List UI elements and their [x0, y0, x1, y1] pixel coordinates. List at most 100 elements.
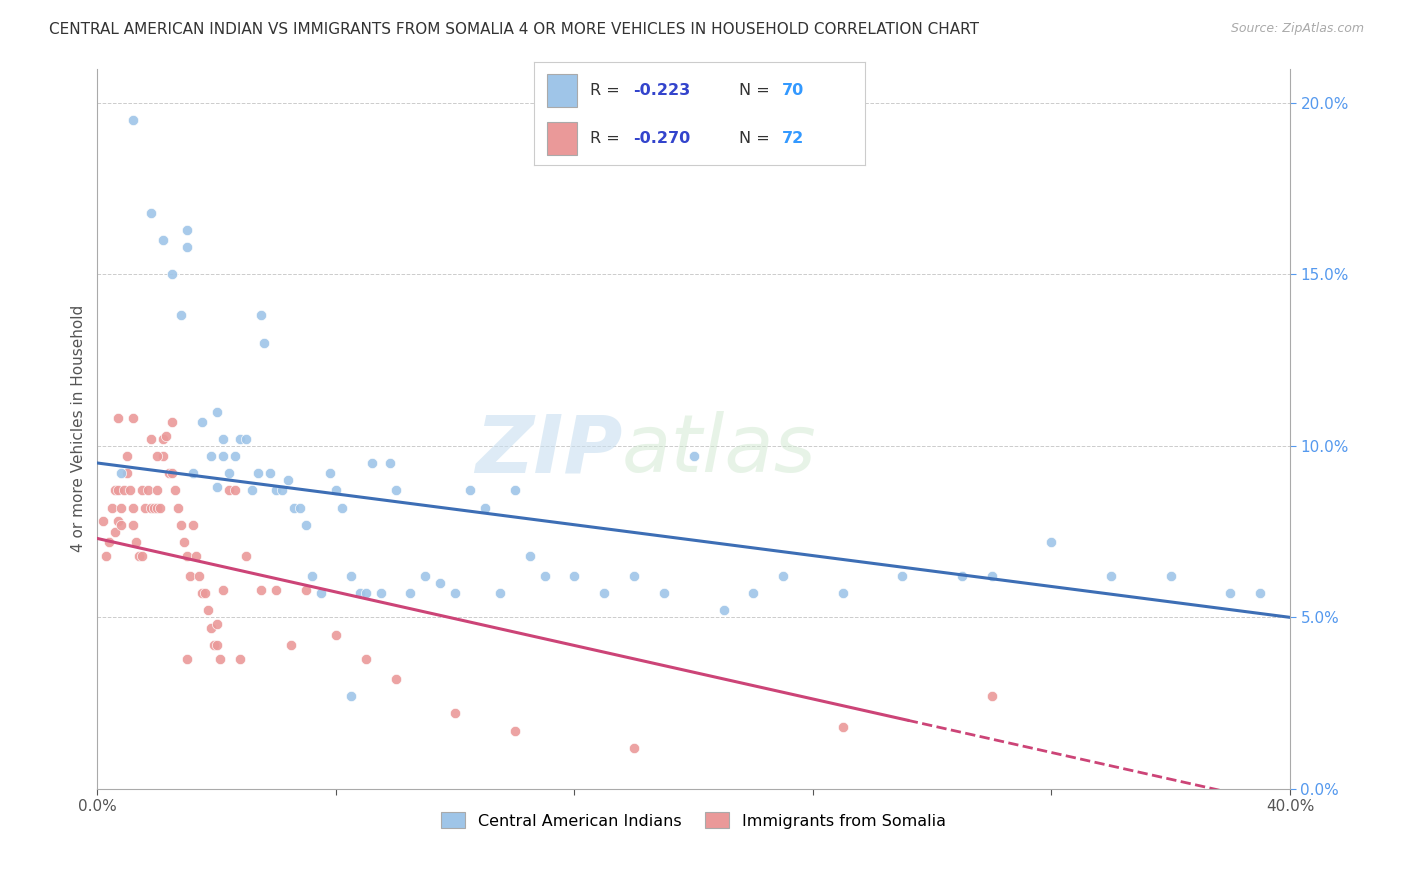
- Point: [519, 549, 541, 563]
- Point: [131, 483, 153, 498]
- Text: ZIP: ZIP: [475, 411, 621, 490]
- Point: [250, 582, 273, 597]
- Point: [101, 500, 124, 515]
- Point: [173, 535, 195, 549]
- Point: [1249, 586, 1271, 600]
- Point: [283, 500, 305, 515]
- Point: [264, 582, 287, 597]
- Point: [339, 569, 361, 583]
- Point: [211, 449, 233, 463]
- Point: [384, 672, 406, 686]
- Point: [242, 483, 264, 498]
- Point: [1160, 569, 1182, 583]
- Point: [149, 500, 172, 515]
- Point: [122, 517, 145, 532]
- Point: [122, 112, 145, 127]
- Point: [160, 467, 183, 481]
- Point: [166, 500, 188, 515]
- Point: [1040, 535, 1063, 549]
- Point: [295, 517, 318, 532]
- Point: [349, 586, 371, 600]
- Point: [122, 411, 145, 425]
- Point: [176, 651, 198, 665]
- Point: [370, 586, 392, 600]
- Point: [264, 483, 287, 498]
- Point: [295, 582, 318, 597]
- Point: [146, 500, 169, 515]
- Point: [503, 483, 526, 498]
- Point: [444, 586, 467, 600]
- Point: [360, 456, 382, 470]
- Point: [280, 638, 302, 652]
- Point: [330, 500, 353, 515]
- Point: [160, 415, 183, 429]
- Point: [163, 483, 186, 498]
- Point: [623, 569, 645, 583]
- Point: [980, 690, 1002, 704]
- FancyBboxPatch shape: [547, 122, 578, 155]
- Point: [190, 415, 212, 429]
- Point: [152, 449, 174, 463]
- Point: [742, 586, 765, 600]
- Point: [211, 582, 233, 597]
- Text: R =: R =: [591, 131, 626, 146]
- Point: [184, 549, 207, 563]
- Point: [190, 586, 212, 600]
- Point: [831, 720, 853, 734]
- Point: [170, 517, 193, 532]
- Point: [713, 603, 735, 617]
- Point: [235, 549, 257, 563]
- Point: [208, 651, 231, 665]
- Point: [110, 467, 132, 481]
- Legend: Central American Indians, Immigrants from Somalia: Central American Indians, Immigrants fro…: [434, 805, 953, 835]
- Point: [354, 586, 377, 600]
- Point: [107, 411, 129, 425]
- Point: [139, 205, 162, 219]
- Point: [139, 432, 162, 446]
- Point: [623, 740, 645, 755]
- Point: [200, 621, 222, 635]
- Point: [253, 335, 276, 350]
- Point: [229, 651, 252, 665]
- Point: [155, 428, 177, 442]
- Point: [146, 449, 169, 463]
- FancyBboxPatch shape: [547, 74, 578, 106]
- Point: [187, 569, 209, 583]
- Point: [176, 240, 198, 254]
- Point: [415, 569, 437, 583]
- Point: [112, 483, 135, 498]
- Point: [143, 500, 166, 515]
- Point: [229, 432, 252, 446]
- Point: [354, 651, 377, 665]
- Point: [202, 638, 225, 652]
- Point: [429, 576, 451, 591]
- Point: [152, 233, 174, 247]
- Point: [503, 723, 526, 738]
- Point: [122, 500, 145, 515]
- Point: [1099, 569, 1122, 583]
- Point: [200, 449, 222, 463]
- Point: [250, 309, 273, 323]
- Point: [458, 483, 481, 498]
- Point: [110, 500, 132, 515]
- Point: [205, 638, 228, 652]
- Text: Source: ZipAtlas.com: Source: ZipAtlas.com: [1230, 22, 1364, 36]
- Point: [489, 586, 512, 600]
- Text: -0.270: -0.270: [633, 131, 690, 146]
- Point: [399, 586, 422, 600]
- Point: [107, 483, 129, 498]
- Point: [259, 467, 281, 481]
- Point: [378, 456, 401, 470]
- Point: [1219, 586, 1241, 600]
- Point: [194, 586, 217, 600]
- Point: [181, 517, 204, 532]
- Point: [104, 524, 127, 539]
- Point: [91, 514, 114, 528]
- Text: N =: N =: [740, 131, 775, 146]
- Point: [160, 268, 183, 282]
- Point: [104, 483, 127, 498]
- Point: [772, 569, 794, 583]
- Text: CENTRAL AMERICAN INDIAN VS IMMIGRANTS FROM SOMALIA 4 OR MORE VEHICLES IN HOUSEHO: CENTRAL AMERICAN INDIAN VS IMMIGRANTS FR…: [49, 22, 979, 37]
- Text: 72: 72: [782, 131, 804, 146]
- Point: [593, 586, 616, 600]
